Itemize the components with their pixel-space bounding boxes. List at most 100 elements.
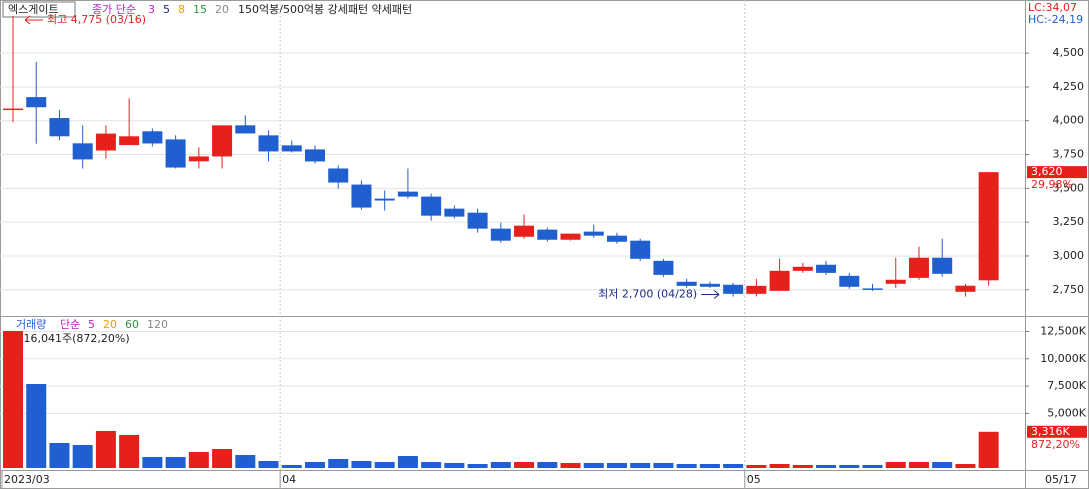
x-tick-label: 2023/03	[4, 473, 50, 486]
volume-bar	[583, 462, 604, 468]
legend-label: 종가 단순	[92, 3, 136, 16]
candle-body	[746, 285, 767, 294]
candle-body	[212, 125, 233, 157]
candle-body	[769, 270, 790, 291]
current-date: 05/17	[1045, 473, 1077, 486]
candle-body	[351, 184, 372, 208]
volume-bar	[839, 464, 860, 468]
chart-title: 엑스게이트	[8, 3, 59, 16]
volume-bar	[955, 464, 976, 468]
candle-body	[49, 118, 70, 137]
candle-body	[699, 283, 720, 287]
x-tick-label: 05	[747, 473, 761, 486]
volume-bar	[769, 464, 790, 468]
ma-legend: 5	[163, 3, 170, 16]
volume-value-label: 3,316,041주(872,20%)	[6, 332, 130, 345]
volume-bar	[3, 331, 23, 468]
y-tick-label: 3,750	[1053, 148, 1085, 161]
candle-body	[932, 257, 953, 274]
volume-bar	[676, 464, 697, 468]
ma-legend: 5	[88, 318, 95, 331]
candle-body	[235, 125, 256, 134]
candle-body	[816, 264, 837, 273]
candle-body	[72, 143, 93, 160]
ma-legend: 15	[193, 3, 207, 16]
candle-body	[258, 135, 279, 152]
candle-body	[188, 156, 209, 162]
volume-bar	[816, 464, 837, 468]
candle-body	[444, 208, 465, 217]
candle-body	[723, 284, 744, 294]
annotation: 최저 2,700 (04/28)	[598, 288, 697, 301]
volume-bar	[444, 462, 465, 468]
candle-body	[95, 133, 116, 151]
y-tick-label: 4,250	[1053, 80, 1085, 93]
candle-body	[304, 149, 325, 162]
title-box	[2, 1, 76, 18]
candle-body	[908, 257, 929, 278]
volume-bar	[699, 464, 720, 468]
volume-bar	[397, 455, 418, 468]
volume-bar	[142, 457, 163, 468]
volume-bar	[885, 462, 906, 468]
candle-body	[676, 281, 697, 286]
candle-body	[630, 240, 651, 259]
candle-body	[885, 279, 906, 284]
volume-bar	[723, 464, 744, 468]
volume-bar	[421, 462, 442, 468]
candle-body	[862, 288, 883, 290]
y-tick-label: 3,250	[1053, 215, 1085, 228]
candle-body	[653, 260, 674, 275]
last-value-box	[1027, 425, 1087, 438]
volume-bar	[72, 445, 93, 468]
volume-bar	[26, 384, 47, 468]
candle-body	[26, 97, 47, 108]
volume-bar	[630, 462, 651, 468]
candle-body	[374, 198, 395, 201]
volume-legend-label: 단순	[60, 318, 80, 331]
ma-legend: 8	[178, 3, 185, 16]
y-tick-label: 2,750	[1053, 283, 1085, 296]
y-tick-label: 5,000K	[1047, 406, 1086, 419]
volume-bar	[304, 462, 325, 468]
pattern-label: 150억봉/500억봉 강세패턴 약세패턴	[238, 2, 412, 16]
last-value-label: 3,316K	[1031, 425, 1070, 438]
y-tick-label: 12,500K	[1040, 324, 1086, 337]
candle-body	[397, 191, 418, 197]
y-tick-label: 10,000K	[1040, 352, 1086, 365]
last-value-label: 3,620	[1031, 165, 1063, 178]
y-tick-label: 3,500	[1053, 181, 1085, 194]
volume-bar	[746, 464, 767, 468]
ma-legend: 3	[148, 3, 155, 16]
volume-bar	[514, 462, 535, 468]
volume-bar	[258, 461, 279, 468]
y-tick-label: 7,500K	[1047, 379, 1086, 392]
annotation-arrow	[701, 290, 720, 299]
candle-body	[514, 225, 535, 237]
volume-bar	[374, 462, 395, 468]
candle-body	[490, 228, 511, 241]
candle-body	[467, 212, 488, 229]
candle-body	[142, 131, 163, 144]
y-tick-label: 4,500	[1053, 46, 1085, 59]
volume-bar	[351, 461, 372, 468]
volume-bar	[119, 434, 140, 468]
volume-bar	[932, 462, 953, 468]
ma-legend: 20	[215, 3, 229, 16]
candle-body	[606, 235, 627, 242]
volume-bar	[653, 462, 674, 468]
volume-bar	[978, 431, 999, 468]
volume-bar	[235, 455, 256, 468]
y-tick-label: 3,000	[1053, 249, 1085, 262]
candle-body	[792, 266, 813, 271]
candle-body	[328, 168, 349, 183]
change-label: 29,98%	[1031, 178, 1073, 191]
volume-bar	[49, 442, 70, 468]
annotation-arrow	[24, 15, 43, 25]
volume-bar	[792, 464, 813, 468]
last-value-box	[1027, 166, 1087, 179]
volume-bar	[862, 464, 883, 468]
candle-body	[281, 145, 302, 152]
volume-bar	[165, 457, 186, 468]
